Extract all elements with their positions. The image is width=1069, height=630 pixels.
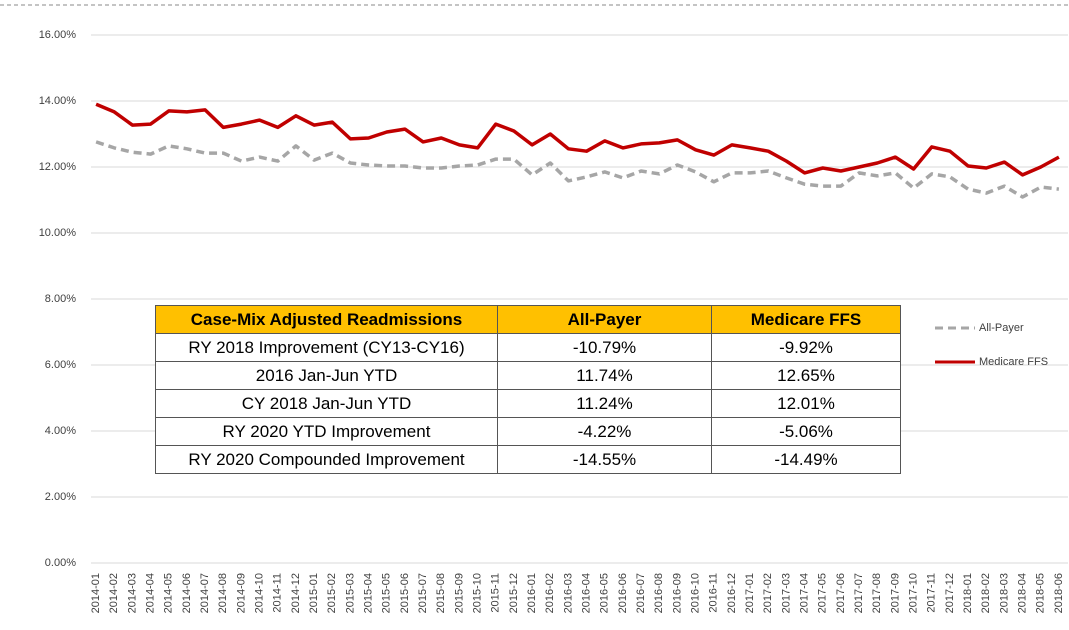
legend-label: All-Payer — [979, 322, 1024, 334]
table-row: Case-Mix Adjusted Readmissions All-Payer M… — [155, 305, 901, 334]
x-tick-label: 2016-07 — [635, 573, 647, 613]
table-cell: All-Payer — [497, 305, 712, 334]
x-tick-label: 2014-12 — [290, 573, 302, 613]
table-cell: 11.24% — [497, 389, 712, 418]
y-tick-label: 8.00% — [45, 293, 76, 305]
x-tick-label: 2014-02 — [108, 573, 120, 613]
table-cell: -5.06% — [711, 417, 901, 446]
x-tick-label: 2018-05 — [1035, 573, 1047, 613]
table-cell: 11.74% — [497, 361, 712, 390]
x-tick-label: 2017-04 — [798, 573, 810, 613]
y-tick-label: 16.00% — [39, 29, 77, 41]
x-tick-label: 2016-04 — [580, 573, 592, 613]
table-cell: RY 2020 Compounded Improvement — [155, 445, 498, 474]
table-cell: 12.01% — [711, 389, 901, 418]
y-tick-label: 6.00% — [45, 359, 76, 371]
x-tick-label: 2016-11 — [708, 573, 720, 613]
x-tick-label: 2016-05 — [599, 573, 611, 613]
table-cell: 2016 Jan-Jun YTD — [155, 361, 498, 390]
x-tick-label: 2016-10 — [689, 573, 701, 613]
x-tick-label: 2017-11 — [926, 573, 938, 613]
x-tick-label: 2014-03 — [126, 573, 138, 613]
table-cell: 12.65% — [711, 361, 901, 390]
x-tick-label: 2018-02 — [980, 573, 992, 613]
x-tick-label: 2017-08 — [871, 573, 883, 613]
x-tick-label: 2017-05 — [817, 573, 829, 613]
table-cell: CY 2018 Jan-Jun YTD — [155, 389, 498, 418]
x-tick-label: 2018-01 — [962, 573, 974, 613]
x-tick-label: 2015-05 — [381, 573, 393, 613]
y-tick-label: 4.00% — [45, 425, 76, 437]
x-tick-label: 2014-08 — [217, 573, 229, 613]
x-tick-label: 2015-10 — [471, 573, 483, 613]
x-tick-label: 2017-10 — [907, 573, 919, 613]
x-tick-label: 2015-01 — [308, 573, 320, 613]
table-cell: -10.79% — [497, 333, 712, 362]
y-tick-label: 12.00% — [39, 161, 77, 173]
table-cell: RY 2020 YTD Improvement — [155, 417, 498, 446]
x-tick-label: 2014-05 — [163, 573, 175, 613]
table-cell: Case-Mix Adjusted Readmissions — [155, 305, 498, 334]
x-tick-label: 2017-12 — [944, 573, 956, 613]
summary-table: Case-Mix Adjusted Readmissions All-Payer M… — [155, 305, 901, 474]
x-tick-label: 2015-02 — [326, 573, 338, 613]
table-cell: Medicare FFS — [711, 305, 901, 334]
x-tick-label: 2016-02 — [544, 573, 556, 613]
x-tick-label: 2018-06 — [1053, 573, 1065, 613]
x-tick-label: 2016-01 — [526, 573, 538, 613]
x-tick-label: 2014-07 — [199, 573, 211, 613]
x-tick-label: 2017-06 — [835, 573, 847, 613]
x-tick-label: 2015-07 — [417, 573, 429, 613]
table-cell: -14.55% — [497, 445, 712, 474]
x-tick-label: 2015-11 — [490, 573, 502, 613]
x-tick-label: 2015-06 — [399, 573, 411, 613]
table-row: 2016 Jan-Jun YTD 11.74% 12.65% — [155, 361, 901, 390]
series-line — [95, 140, 1060, 199]
table-cell: RY 2018 Improvement (CY13-CY16) — [155, 333, 498, 362]
y-tick-label: 2.00% — [45, 491, 76, 503]
series-line — [95, 102, 1060, 177]
y-tick-label: 10.00% — [39, 227, 77, 239]
x-tick-label: 2014-10 — [253, 573, 265, 613]
x-tick-label: 2017-03 — [780, 573, 792, 613]
x-tick-label: 2017-09 — [889, 573, 901, 613]
x-tick-label: 2014-06 — [181, 573, 193, 613]
table-cell: -9.92% — [711, 333, 901, 362]
x-tick-label: 2017-07 — [853, 573, 865, 613]
table-cell: -4.22% — [497, 417, 712, 446]
x-tick-label: 2016-08 — [653, 573, 665, 613]
y-tick-label: 14.00% — [39, 95, 77, 107]
x-tick-label: 2017-01 — [744, 573, 756, 613]
x-tick-label: 2014-01 — [90, 573, 102, 613]
x-tick-label: 2015-04 — [362, 573, 374, 613]
x-tick-label: 2016-12 — [726, 573, 738, 613]
x-tick-label: 2016-09 — [671, 573, 683, 613]
x-tick-label: 2016-03 — [562, 573, 574, 613]
x-tick-label: 2015-09 — [453, 573, 465, 613]
table-row: CY 2018 Jan-Jun YTD 11.24% 12.01% — [155, 389, 901, 418]
x-tick-label: 2014-04 — [144, 573, 156, 613]
x-tick-label: 2014-09 — [235, 573, 247, 613]
x-tick-label: 2018-03 — [998, 573, 1010, 613]
x-tick-label: 2016-06 — [617, 573, 629, 613]
x-tick-label: 2014-11 — [272, 573, 284, 613]
table-row: RY 2018 Improvement (CY13-CY16) -10.79% -9… — [155, 333, 901, 362]
x-tick-label: 2015-03 — [344, 573, 356, 613]
x-tick-label: 2015-12 — [508, 573, 520, 613]
x-tick-label: 2017-02 — [762, 573, 774, 613]
table-row: RY 2020 Compounded Improvement -14.55% -14… — [155, 445, 901, 474]
legend-label: Medicare FFS — [979, 356, 1048, 368]
x-tick-label: 2018-04 — [1016, 573, 1028, 613]
table-row: RY 2020 YTD Improvement -4.22% -5.06% — [155, 417, 901, 446]
y-tick-label: 0.00% — [45, 557, 76, 569]
x-tick-label: 2015-08 — [435, 573, 447, 613]
table-cell: -14.49% — [711, 445, 901, 474]
